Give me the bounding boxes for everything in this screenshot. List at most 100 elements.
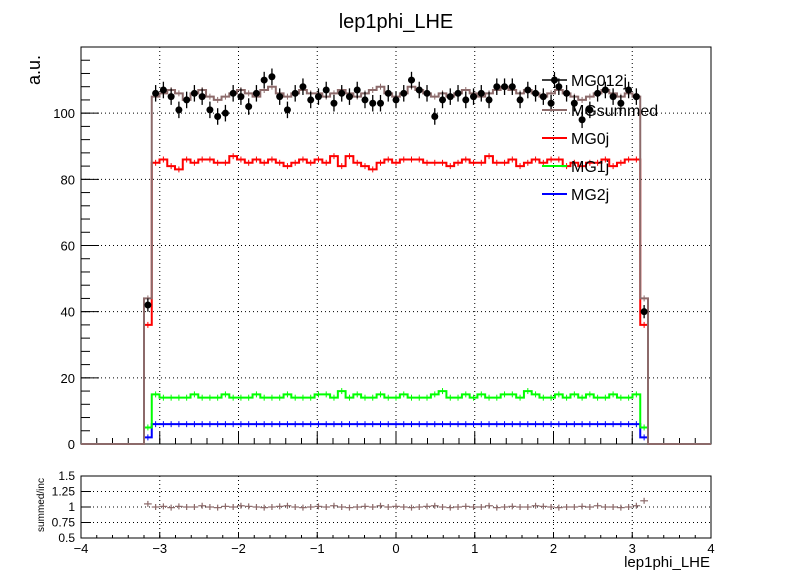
series-mgsummed-line — [81, 85, 711, 445]
chart-title: lep1phi_LHE — [339, 11, 454, 33]
mg012j-point — [501, 83, 509, 91]
mg012j-point — [470, 93, 478, 101]
mg012j-point — [532, 89, 540, 97]
mg012j-point — [252, 89, 260, 97]
x-tick-label: 4 — [707, 541, 714, 556]
mg012j-point — [586, 106, 594, 114]
mg012j-point — [524, 86, 532, 94]
ratio-y-tick-label: 1 — [68, 500, 75, 514]
legend-mg1j-label: MG1j — [571, 159, 609, 176]
legend-mgsummed-label: MGsummed — [571, 103, 658, 120]
mg012j-point — [516, 96, 524, 104]
mg012j-point — [423, 89, 431, 97]
mg012j-point — [625, 86, 633, 94]
mg012j-point — [462, 96, 470, 104]
mg012j-point — [245, 103, 253, 111]
main-plot-area: 0 20 40 60 80 100 — [53, 46, 712, 452]
mg012j-point — [454, 89, 462, 97]
legend-mg0j-label: MG0j — [571, 131, 609, 148]
mg012j-point — [167, 93, 175, 101]
mg012j-point — [175, 106, 183, 114]
y-tick-label: 40 — [61, 305, 75, 320]
mg012j-point — [376, 99, 384, 107]
mg012j-point — [159, 86, 167, 94]
mg012j-point — [555, 83, 563, 91]
ratio-y-axis-label: summed/inc — [36, 478, 47, 532]
x-tick-label: −4 — [74, 541, 89, 556]
mg012j-point — [493, 83, 501, 91]
mg012j-point — [237, 93, 245, 101]
mg012j-point — [415, 86, 423, 94]
mg012j-point — [144, 301, 152, 309]
mg012j-point — [214, 112, 222, 120]
mg012j-point — [229, 89, 237, 97]
mg012j-point — [291, 89, 299, 97]
mg012j-point — [283, 106, 291, 114]
legend-mg012j-label: MG012j — [571, 73, 627, 90]
mg012j-point — [268, 73, 276, 81]
mg012j-point — [539, 93, 547, 101]
y-tick-label: 0 — [68, 437, 75, 452]
mg012j-point — [361, 96, 369, 104]
y-tick-label: 80 — [61, 172, 75, 187]
x-tick-label: 3 — [629, 541, 636, 556]
mg012j-point — [446, 93, 454, 101]
y-tick-label: 100 — [53, 106, 75, 121]
mg012j-point — [369, 99, 377, 107]
mg012j-point — [400, 89, 408, 97]
mg012j-point — [345, 93, 353, 101]
legend: MG012j MGsummed MG0j MG1j MG2j — [542, 72, 658, 204]
mg012j-point — [307, 96, 315, 104]
mg012j-point — [431, 112, 439, 120]
mg012j-point — [632, 93, 640, 101]
mg012j-point — [322, 86, 330, 94]
mg012j-point — [353, 86, 361, 94]
mg012j-point — [508, 83, 516, 91]
ratio-y-tick-label: 1.5 — [58, 469, 75, 483]
mg012j-point — [314, 93, 322, 101]
mg012j-point — [485, 96, 493, 104]
mg012j-point — [338, 89, 346, 97]
x-tick-label: −1 — [310, 541, 325, 556]
mg012j-point — [594, 89, 602, 97]
mg012j-point — [408, 76, 416, 84]
mg012j-point — [617, 99, 625, 107]
ratio-y-tick-label: 0.5 — [58, 531, 75, 545]
mg012j-point — [640, 308, 648, 316]
mg012j-point — [221, 109, 229, 117]
mg012j-point — [439, 96, 447, 104]
legend-mg2j-label: MG2j — [571, 187, 609, 204]
x-axis-label: lep1phi_LHE — [624, 554, 710, 571]
x-tick-label: 1 — [471, 541, 478, 556]
y-tick-label: 20 — [61, 371, 75, 386]
x-tick-label: −3 — [152, 541, 167, 556]
mg012j-point — [152, 89, 160, 97]
mg012j-point — [330, 99, 338, 107]
mg012j-point — [183, 96, 191, 104]
mg012j-point — [570, 99, 578, 107]
x-tick-label: 2 — [550, 541, 557, 556]
mg012j-point — [601, 86, 609, 94]
mg012j-point — [547, 99, 555, 107]
mg012j-point — [578, 116, 586, 124]
mg012j-point — [563, 89, 571, 97]
mg012j-point — [392, 96, 400, 104]
mg012j-point — [276, 93, 284, 101]
mg012j-point — [299, 83, 307, 91]
y-axis-label: a.u. — [24, 55, 44, 85]
mg012j-point — [260, 76, 268, 84]
mg012j-point — [190, 89, 198, 97]
ratio-y-tick-label: 1.25 — [52, 485, 76, 499]
y-tick-label: 60 — [61, 239, 75, 254]
ratio-y-tick-label: 0.75 — [52, 516, 76, 530]
mg012j-point — [206, 106, 214, 114]
mg012j-point — [198, 93, 206, 101]
x-tick-label: 0 — [392, 541, 399, 556]
series-mg0j-line — [81, 155, 711, 445]
mg012j-point — [477, 89, 485, 97]
mg012j-point — [609, 93, 617, 101]
x-tick-label: −2 — [231, 541, 246, 556]
mg012j-point — [384, 89, 392, 97]
